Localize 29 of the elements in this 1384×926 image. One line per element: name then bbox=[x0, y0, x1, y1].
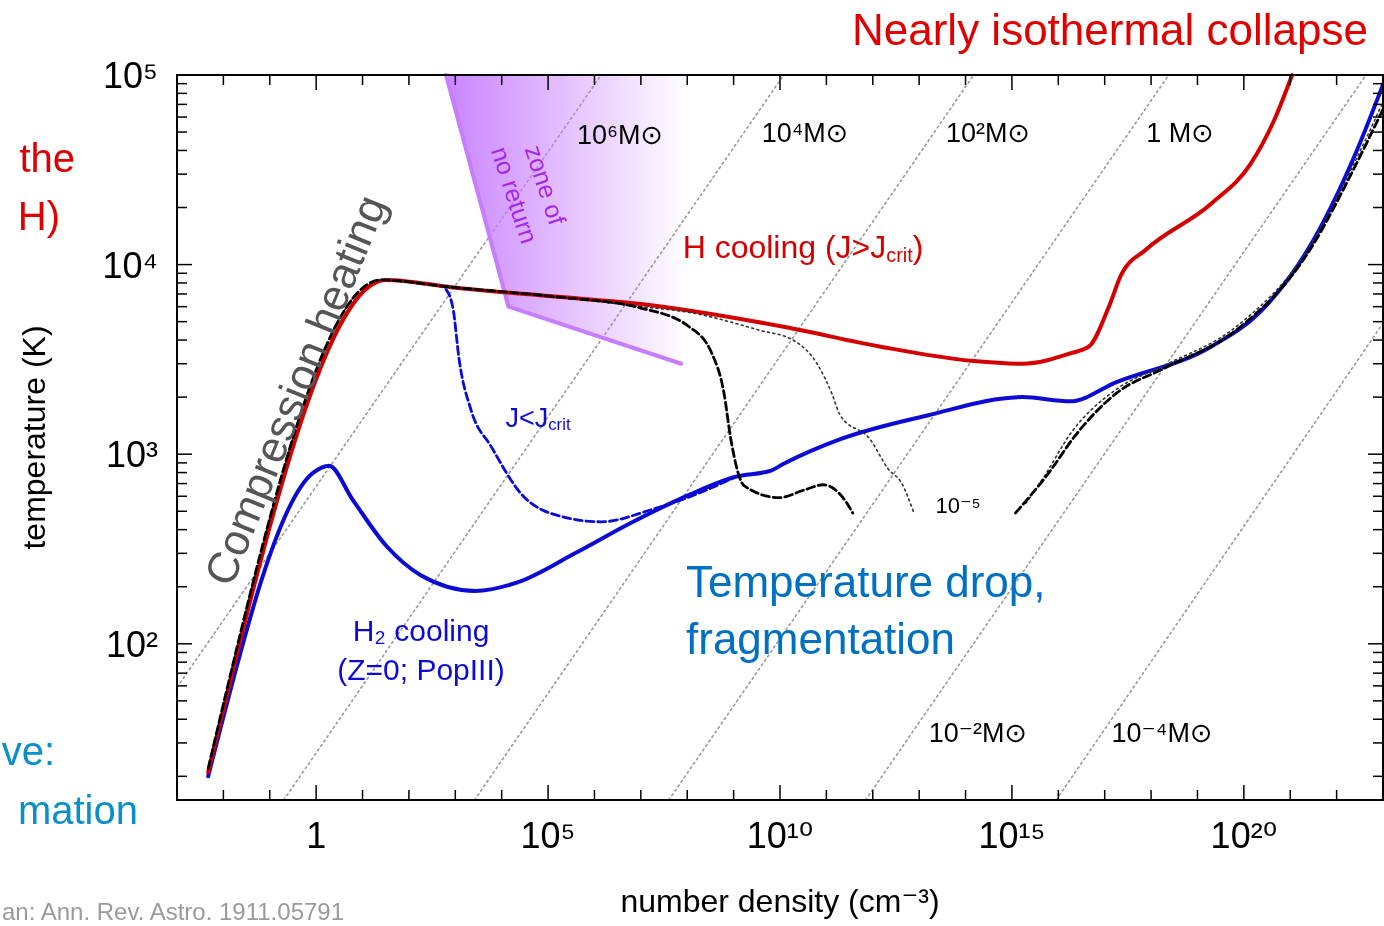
annotation: 10⁴M⊙ bbox=[761, 118, 849, 149]
x-tick-label: 10¹⁵ bbox=[978, 815, 1046, 856]
annotation: H₂ cooling (Z=0; PopIII) bbox=[337, 614, 505, 686]
y-tick-label: 10⁴ bbox=[102, 244, 158, 286]
text: H) bbox=[17, 194, 60, 238]
annotation: 10⁻²M⊙ bbox=[928, 718, 1028, 749]
annotation: Temperature drop, fragmentation bbox=[686, 556, 1046, 663]
annotation: 10²M⊙ bbox=[945, 118, 1031, 149]
text: the bbox=[19, 136, 75, 180]
x-tick-label: 10⁵ bbox=[520, 815, 576, 856]
text: mation bbox=[17, 788, 138, 832]
x-axis-title: number density (cm⁻³) bbox=[620, 883, 940, 919]
y-tick-label: 10⁵ bbox=[103, 55, 158, 96]
y-axis-title: temperature (K) bbox=[16, 325, 52, 550]
x-tick-label: 10¹⁰ bbox=[746, 815, 814, 856]
annotation: H cooling (J>J$_{crit}$) bbox=[682, 229, 924, 266]
text: ve: bbox=[1, 729, 55, 773]
y-tick-label: 10² bbox=[105, 623, 159, 665]
annotation: zone of no return bbox=[486, 141, 572, 247]
x-tick-label: 1 bbox=[306, 815, 327, 856]
annotation: 1 M⊙ bbox=[1146, 118, 1214, 149]
annotation: J<J$_{crit}$ bbox=[505, 403, 571, 435]
annotation: 10⁶M⊙ bbox=[576, 120, 664, 151]
text: an: Ann. Rev. Astro. 1911.05791 bbox=[2, 898, 345, 926]
annotation: 10⁻⁵ bbox=[935, 492, 981, 518]
x-tick-label: 10²⁰ bbox=[1210, 815, 1278, 856]
y-tick-label: 10³ bbox=[105, 434, 159, 476]
text: Nearly isothermal collapse bbox=[852, 5, 1368, 55]
annotation: 10⁻⁴M⊙ bbox=[1111, 718, 1213, 749]
